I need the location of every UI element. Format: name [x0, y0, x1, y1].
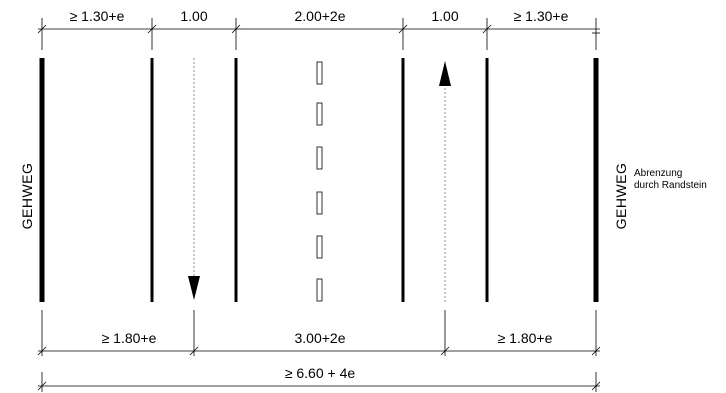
- bottom-dimension-chain: ≥ 1.80+e 3.00+2e ≥ 1.80+e: [37, 310, 601, 356]
- total-dimension-label: ≥ 6.60 + 4e: [285, 365, 356, 381]
- down-arrowhead-icon: [188, 276, 200, 300]
- bottom-dimension-label-1: ≥ 1.80+e: [102, 330, 157, 346]
- center-dash-4: [316, 191, 323, 215]
- bottom-slash-2: [189, 346, 199, 356]
- top-dimension-label-5: ≥ 1.30+e: [514, 8, 569, 24]
- center-dash-2: [316, 102, 323, 126]
- top-dimension-chain: ≥ 1.30+e 1.00 2.00+2e 1.00 ≥ 1.30+e: [37, 8, 600, 50]
- center-dash-5: [316, 235, 323, 259]
- top-dimension-label-4: 1.00: [431, 8, 458, 24]
- curb-annotation-line-2: durch Randstein: [634, 180, 707, 191]
- top-slash-5: [482, 24, 492, 34]
- center-dash-6: [316, 278, 323, 302]
- bottom-dimension-label-3: ≥ 1.80+e: [498, 330, 553, 346]
- left-sidewalk-label: GEHWEG: [19, 163, 35, 230]
- total-dimension-chain: ≥ 6.60 + 4e: [37, 365, 601, 392]
- bottom-slash-1: [37, 346, 47, 356]
- center-dashed-marking: [316, 61, 323, 302]
- top-dimension-label-2: 1.00: [180, 8, 207, 24]
- top-slash-4: [398, 24, 408, 34]
- total-slash-right: [591, 381, 601, 391]
- bottom-slash-3: [440, 346, 450, 356]
- top-slash-2: [147, 24, 157, 34]
- curb-annotation-line-1: Abrenzung: [634, 168, 682, 179]
- up-arrowhead-icon: [439, 61, 451, 86]
- bottom-slash-4: [591, 346, 601, 356]
- up-direction-arrow: [439, 61, 451, 302]
- top-slash-3: [231, 24, 241, 34]
- top-dimension-label-3: 2.00+2e: [295, 8, 346, 24]
- down-direction-arrow: [188, 58, 200, 300]
- center-dash-1: [316, 61, 323, 85]
- top-slash-1: [37, 24, 47, 34]
- total-slash-left: [37, 381, 47, 391]
- center-dash-3: [316, 146, 323, 170]
- bottom-dimension-label-2: 3.00+2e: [295, 330, 346, 346]
- top-dimension-label-1: ≥ 1.30+e: [70, 8, 125, 24]
- right-sidewalk-label: GEHWEG: [613, 163, 629, 230]
